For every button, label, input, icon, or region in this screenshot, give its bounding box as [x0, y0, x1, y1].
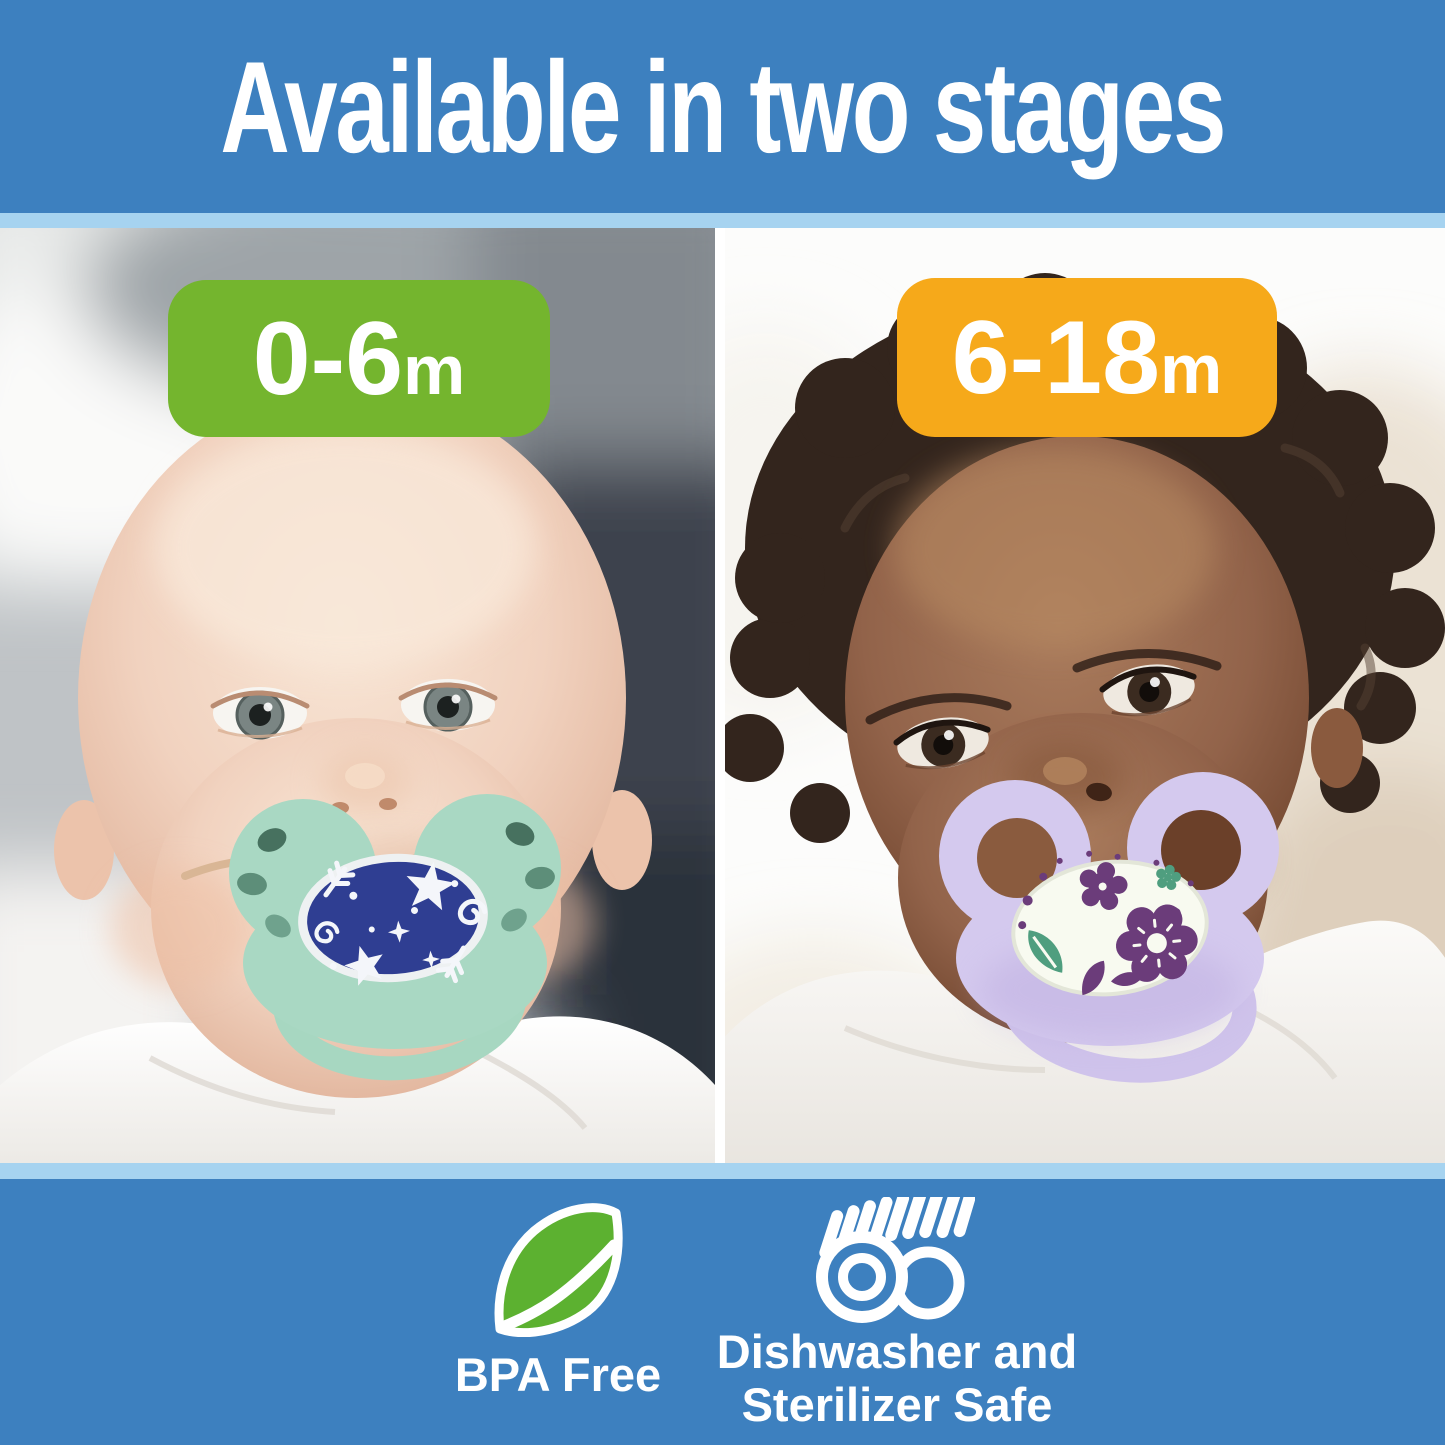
leaf-icon [494, 1203, 623, 1337]
pacifier-6-18m [939, 772, 1279, 1083]
left-baby-eyes [210, 679, 498, 740]
pacifier-button-sea-pattern [298, 853, 488, 986]
photo-band: 0-6m [0, 228, 1445, 1163]
stage-badge-6-18m: 6-18m [897, 278, 1277, 437]
dishwasher-safe-line1: Dishwasher and [716, 1325, 1078, 1378]
stage-range: 0-6 [252, 300, 404, 417]
divider-strip-top [0, 213, 1445, 228]
divider-strip-bottom [0, 1163, 1445, 1179]
dishwasher-safe-label: Dishwasher and Sterilizer Safe [695, 1325, 1099, 1431]
stage-unit: m [1159, 329, 1223, 408]
photo-stage-1: 0-6m [0, 228, 715, 1163]
stage-unit: m [403, 330, 466, 409]
purple-flowers [1018, 850, 1198, 996]
right-baby-eyes [893, 664, 1197, 770]
stage-range: 6-18 [951, 299, 1160, 416]
bpa-free-label: BPA Free [454, 1348, 662, 1401]
pacifier-0-6m [229, 794, 561, 1081]
dishwasher-safe-line2: Sterilizer Safe [741, 1378, 1053, 1431]
green-leaf-motifs [1028, 864, 1182, 973]
photo-stage-2: 6-18m [725, 228, 1445, 1163]
footer-band: BPA Free Dishwasher and Sterilizer Safe [0, 1179, 1445, 1445]
pacifier-button-flower-pattern [1011, 850, 1209, 997]
dishwasher-icon [816, 1197, 975, 1323]
stage-badge-0-6m: 0-6m [168, 280, 550, 437]
photo-divider [715, 228, 725, 1163]
page-title: Available in two stages [220, 33, 1227, 180]
header-band: Available in two stages [0, 0, 1445, 213]
baby-photo-6-18m [725, 228, 1445, 1163]
